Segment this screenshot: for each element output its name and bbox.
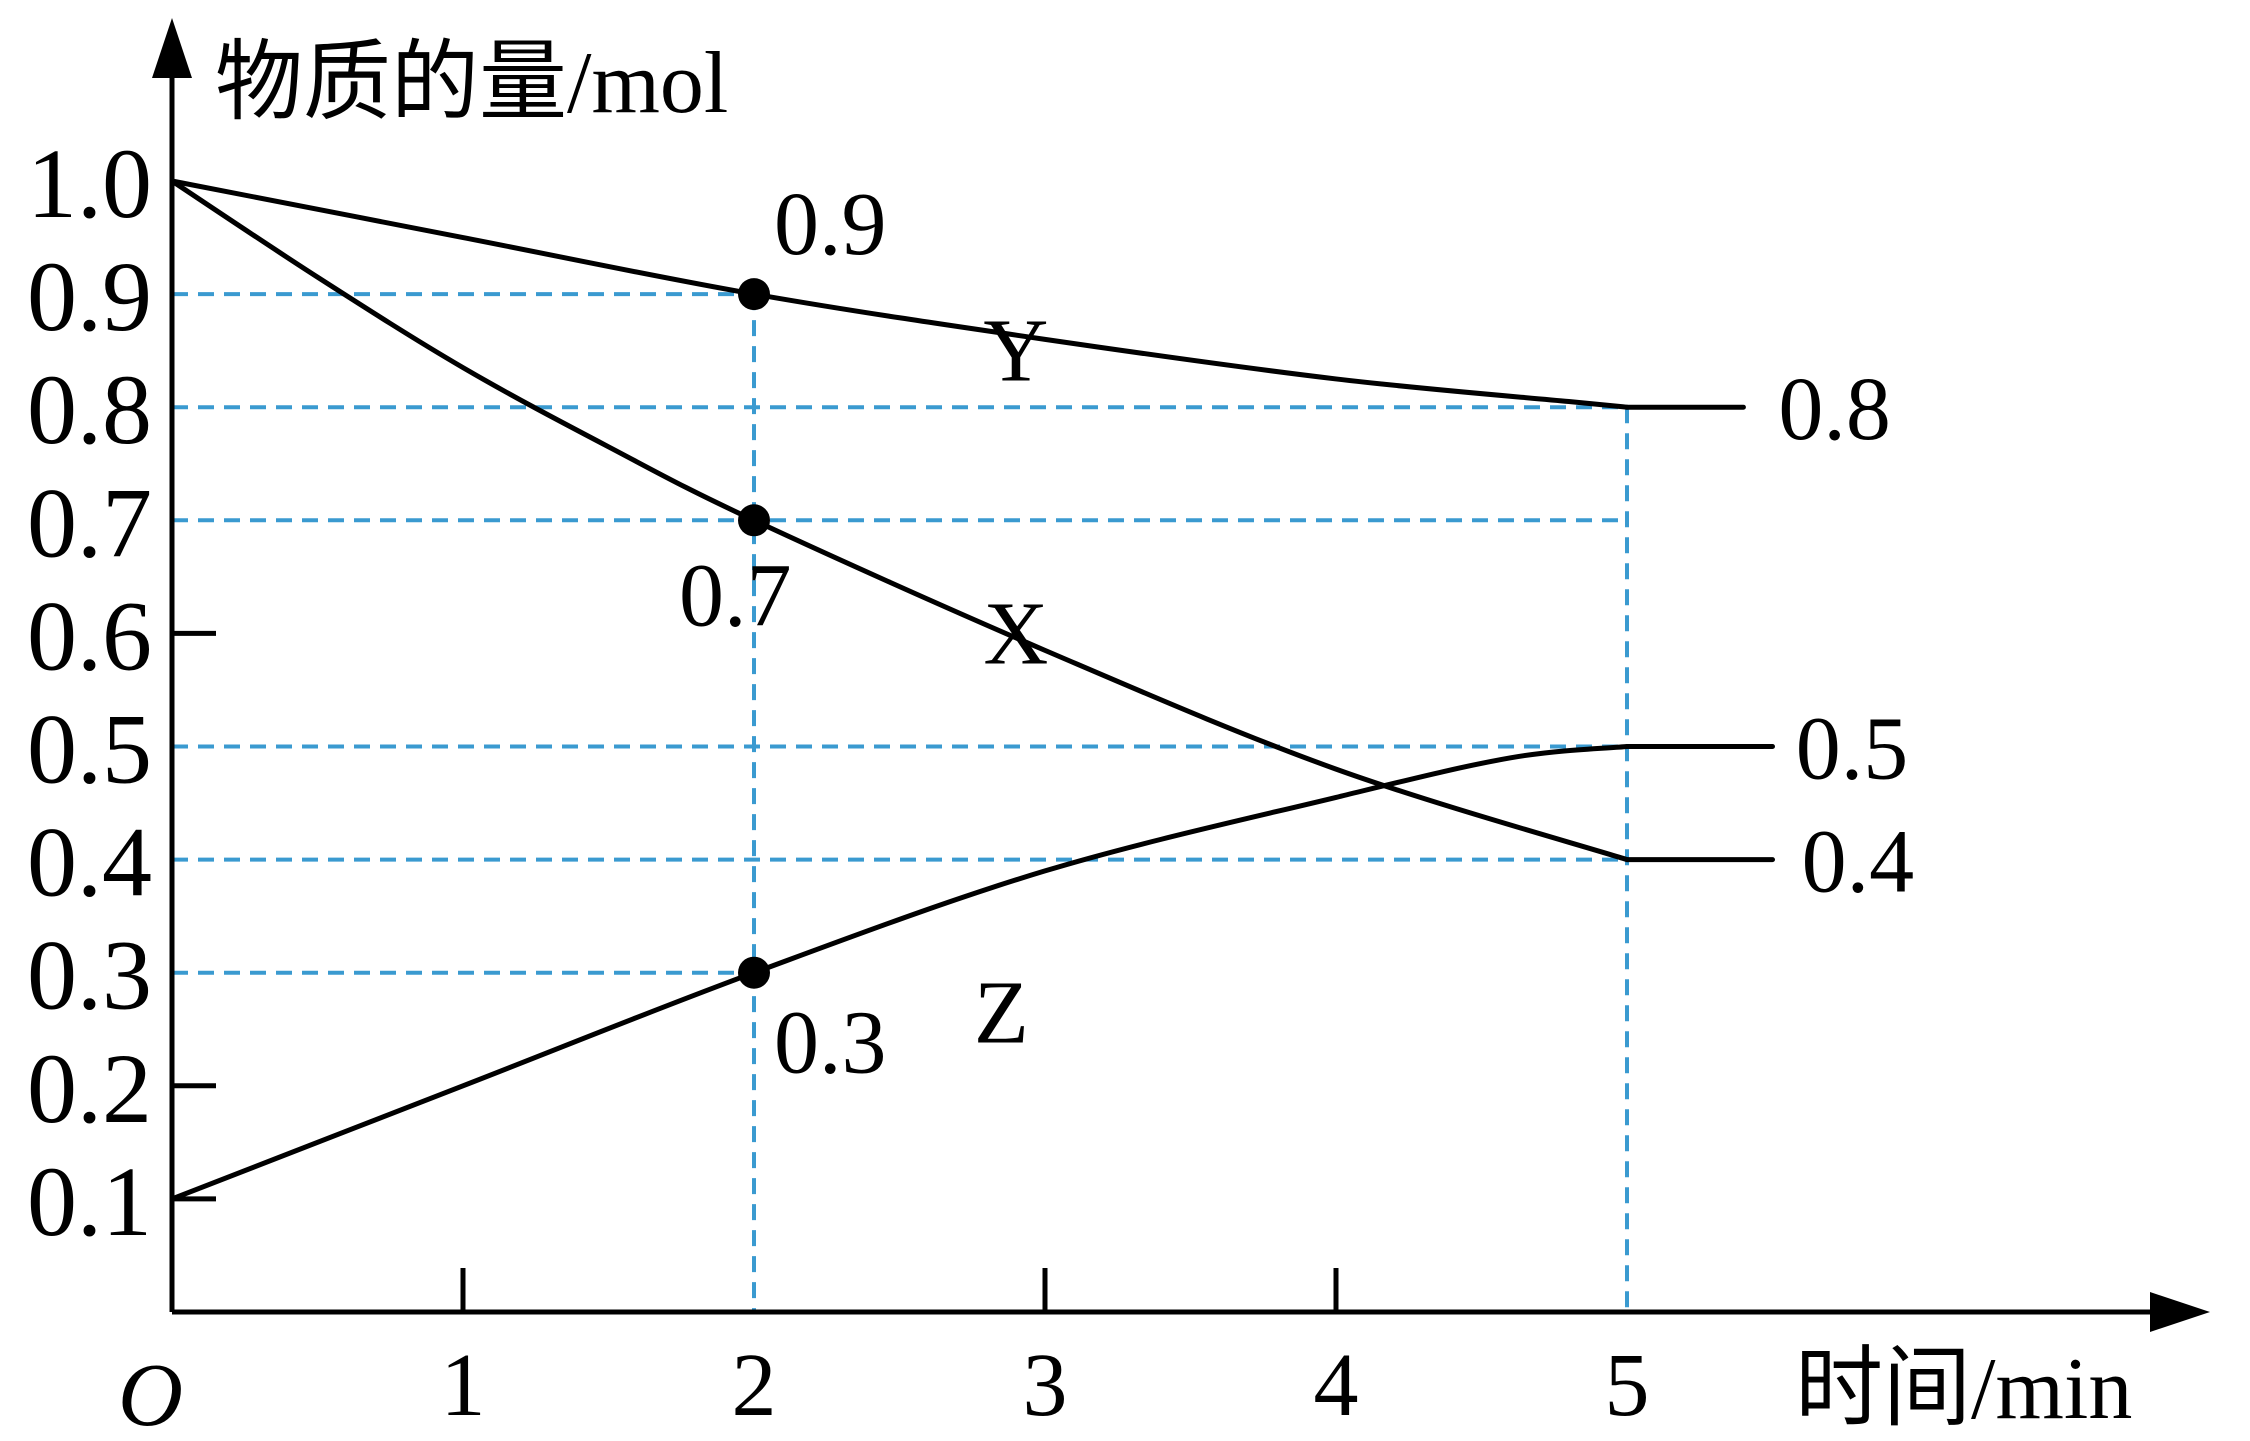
y-axis-title: 物质的量/mol [215, 35, 728, 132]
x-tick-label: 1 [441, 1336, 486, 1435]
series-curves [169, 178, 1775, 1202]
end-value-label-y: 0.8 [1778, 360, 1891, 459]
end-value-label-x: 0.4 [1802, 813, 1915, 912]
axes [152, 18, 2210, 1332]
series-label-y: Y [983, 302, 1048, 401]
y-tick-label: 0.4 [27, 807, 152, 918]
x-tick-label: 3 [1023, 1336, 1068, 1435]
x-tick-label: 5 [1605, 1336, 1650, 1435]
marked-point-z [738, 956, 770, 989]
point-value-label-z: 0.3 [774, 994, 887, 1093]
guide-lines [172, 292, 1629, 1312]
series-line-z [169, 744, 1630, 1202]
x-axis-title: 时间/min [1795, 1341, 2132, 1438]
y-axis-arrow [152, 18, 192, 78]
y-tick-label: 0.8 [27, 354, 152, 465]
axis-ticks: 1 2 3 4 50.10.20.30.40.50.60.70.80.91.0 [27, 128, 1650, 1435]
chart-labels: 物质的量/mol 时间/min O Y 0.8 X 0.4 Z 0.5 0.9 0.7 0.3 [118, 35, 2132, 1441]
x-axis-arrow [2150, 1292, 2210, 1332]
y-tick-label: 0.5 [27, 694, 152, 805]
end-value-label-z: 0.5 [1796, 700, 1909, 799]
origin-label: O [118, 1346, 183, 1441]
point-value-label-y: 0.9 [774, 175, 887, 274]
y-tick-label: 0.9 [27, 241, 152, 352]
y-tick-label: 0.7 [27, 467, 152, 578]
marked-points [738, 278, 770, 989]
x-tick-label: 2 [732, 1336, 777, 1435]
y-tick-label: 0.6 [27, 580, 152, 691]
point-value-label-x: 0.7 [679, 546, 792, 645]
marked-point-y [738, 278, 770, 311]
y-tick-label: 1.0 [27, 128, 152, 239]
y-tick-label: 0.1 [27, 1146, 152, 1257]
series-label-z: Z [974, 963, 1029, 1062]
y-tick-label: 0.3 [27, 920, 152, 1031]
series-line-y [169, 178, 1630, 410]
marked-point-x [738, 504, 770, 537]
x-tick-label: 4 [1314, 1336, 1359, 1435]
y-tick-label: 0.2 [27, 1033, 152, 1144]
series-label-x: X [983, 584, 1048, 683]
